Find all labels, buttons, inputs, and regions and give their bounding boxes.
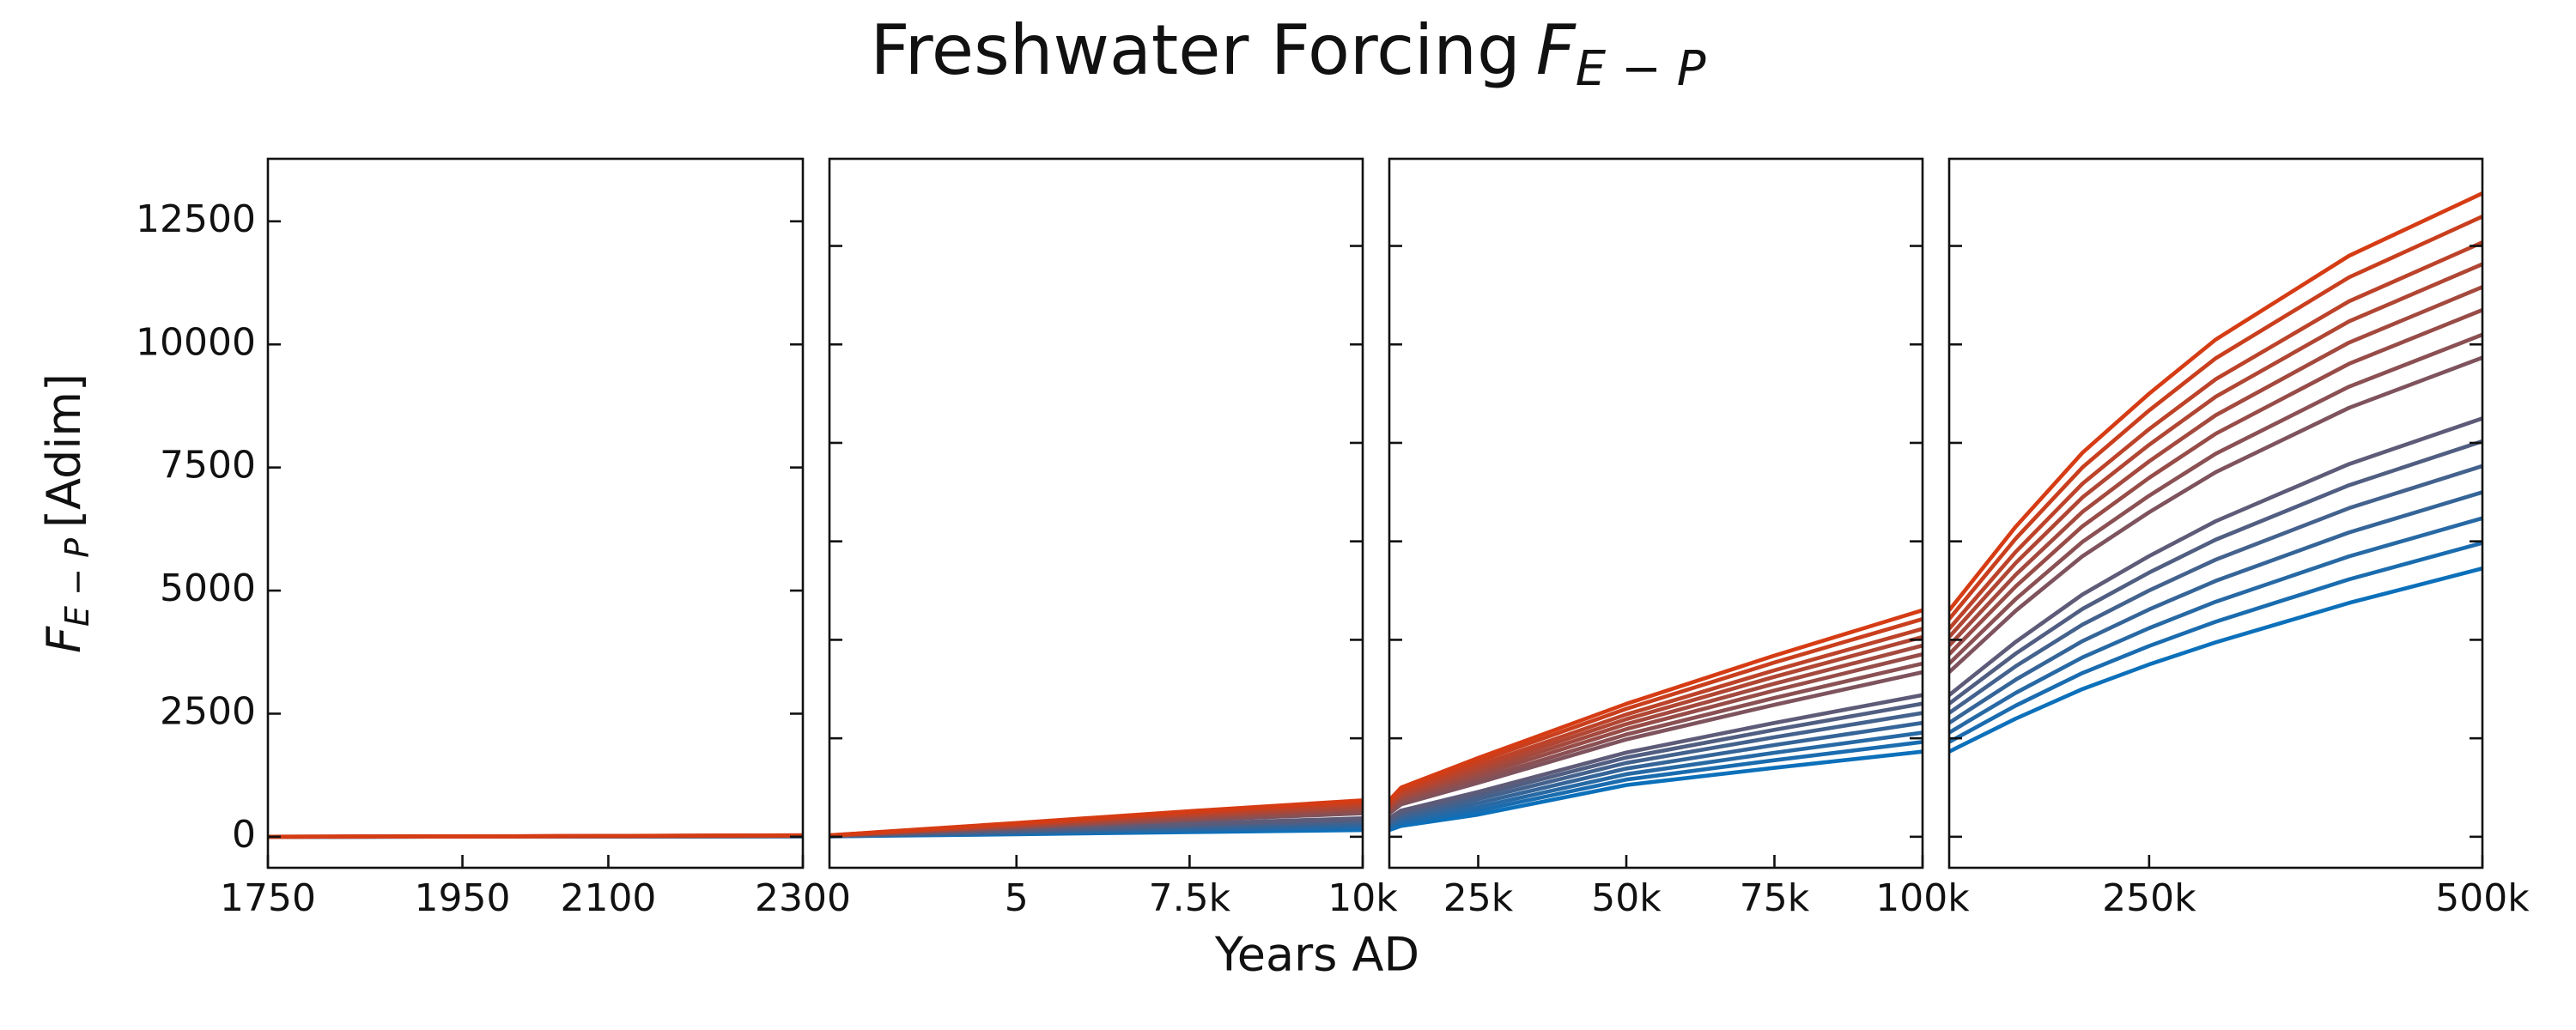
plot-area	[1389, 608, 1923, 833]
plot-area	[268, 833, 803, 839]
series-line	[1949, 541, 2482, 744]
y-tick-label: 12500	[136, 197, 256, 241]
series-line	[1949, 285, 2482, 647]
y-tick-label: 10000	[136, 320, 256, 364]
x-axis-label: Years AD	[1214, 928, 1419, 982]
series-line	[1949, 416, 2482, 697]
y-tick-label: 5000	[160, 566, 256, 610]
x-tick-label: 2300	[755, 876, 851, 920]
series-line	[1949, 355, 2482, 674]
x-tick-label: 1750	[220, 876, 316, 920]
series-line	[1949, 262, 2482, 639]
x-tick-label: 25k	[1443, 876, 1514, 920]
title-symbol: F	[1536, 10, 1577, 90]
series-line	[1949, 332, 2482, 665]
series-line	[1389, 730, 1923, 828]
x-tick-label: 7.5k	[1149, 876, 1231, 920]
x-tick-label: 250k	[2102, 876, 2196, 920]
y-label-text: [Adim]	[37, 373, 91, 528]
panel-frame	[1388, 157, 1924, 869]
panel-frame	[828, 157, 1364, 869]
title-subscript: E − P	[1576, 41, 1706, 97]
series-line	[268, 833, 803, 839]
x-tick-label: 100k	[1875, 876, 1970, 920]
series-line	[1949, 490, 2482, 725]
series-line	[1389, 608, 1923, 802]
series-line	[1949, 307, 2482, 656]
y-tick-label: 2500	[160, 689, 256, 733]
y-tick-label: 0	[232, 813, 256, 857]
x-tick-label: 1950	[415, 876, 511, 920]
series-line	[829, 798, 1363, 838]
series-line	[1389, 740, 1923, 830]
panel-frame	[1947, 157, 2484, 869]
series-line	[1389, 711, 1923, 824]
plot-area	[1949, 191, 2482, 754]
series-line	[1389, 661, 1923, 814]
x-tick-label: 75k	[1740, 876, 1810, 920]
series-line	[1949, 191, 2482, 612]
series-line	[1949, 215, 2482, 621]
series-line	[1389, 749, 1923, 833]
panel-frame	[266, 157, 805, 869]
y-label-symbol: F	[37, 626, 91, 653]
series-line	[1949, 464, 2482, 715]
y-tick-label: 7500	[160, 444, 256, 488]
series-line	[1389, 693, 1923, 821]
series-line	[1949, 439, 2482, 706]
x-tick-label: 50k	[1591, 876, 1662, 920]
y-axis-label: FE − P [Adim]	[37, 373, 96, 653]
chart-title: Freshwater Forcing FE − P	[871, 10, 1706, 97]
series-line	[1949, 516, 2482, 735]
series-line	[1389, 720, 1923, 827]
x-tick-label: 5	[1005, 876, 1029, 920]
series-line	[1949, 240, 2482, 631]
x-tick-label: 500k	[2435, 876, 2530, 920]
x-tick-label: 2100	[560, 876, 656, 920]
x-tick-label: 10k	[1327, 876, 1398, 920]
title-text: Freshwater Forcing	[871, 10, 1521, 90]
plot-area	[829, 798, 1363, 839]
y-label-subscript: E − P	[58, 538, 96, 627]
series-line	[1949, 566, 2482, 754]
